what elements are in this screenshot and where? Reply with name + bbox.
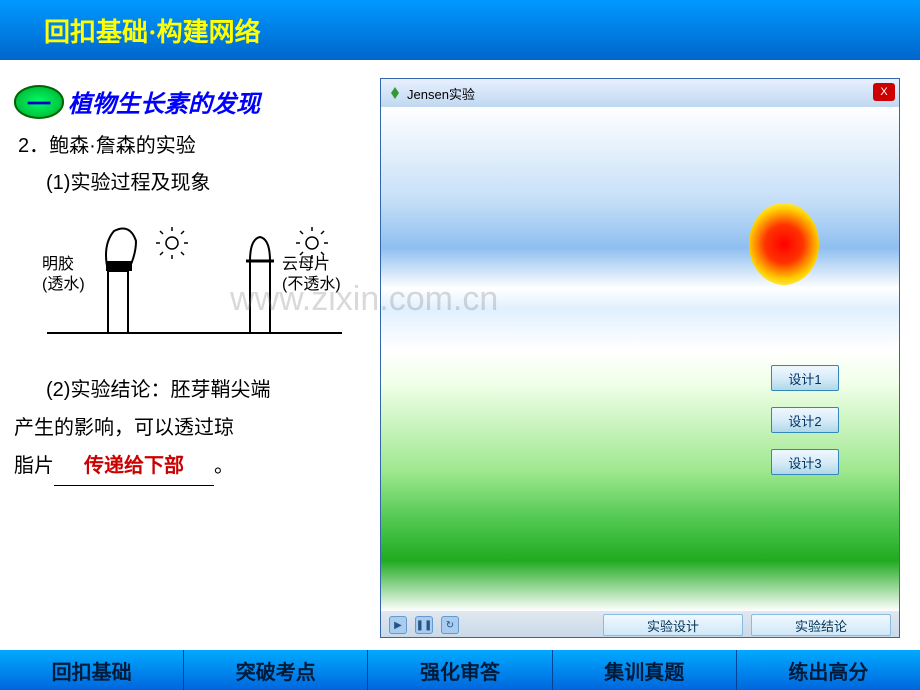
diagram-left-label2: (透水)	[42, 275, 85, 293]
design-button-1[interactable]: 设计1	[771, 365, 839, 391]
design-button-group: 设计1 设计2 设计3	[771, 365, 839, 475]
sub-item-1: (1)实验过程及现象	[46, 166, 366, 195]
sub2-prefix: (2)实验结论：	[46, 379, 170, 401]
diagram-right-label1: 云母片	[282, 255, 330, 273]
left-panel: 一 植物生长素的发现 2．鲍森·詹森的实验 (1)实验过程及现象	[0, 60, 380, 650]
item-title: 2．鲍森·詹森的实验	[18, 129, 366, 158]
conclusion-line3-pre: 脂片	[14, 455, 54, 477]
header-title: 回扣基础·构建网络	[44, 12, 261, 49]
conclusion-answer: 传递给下部	[84, 455, 184, 477]
design-button-3[interactable]: 设计3	[771, 449, 839, 475]
design-button-2[interactable]: 设计2	[771, 407, 839, 433]
tab-experiment-design[interactable]: 实验设计	[603, 614, 743, 636]
conclusion-line1: 胚芽鞘尖端	[170, 379, 270, 401]
diagram-svg: 明胶 (透水) 云母片 (不透水)	[32, 213, 352, 353]
footer-tab-3[interactable]: 集训真题	[552, 650, 736, 690]
section-header: 一 植物生长素的发现	[14, 84, 366, 119]
close-button[interactable]: X	[873, 83, 895, 101]
main-content: 一 植物生长素的发现 2．鲍森·詹森的实验 (1)实验过程及现象	[0, 60, 920, 650]
conclusion-block: (2)实验结论：胚芽鞘尖端 产生的影响，可以透过琼 脂片传递给下部。	[46, 371, 366, 486]
experiment-logo-icon: Jensen实验	[387, 84, 475, 103]
conclusion-period: 。	[214, 455, 234, 477]
experiment-bottombar: ▶ ❚❚ ↻ 实验设计 实验结论	[381, 611, 899, 638]
diagram-right-label2: (不透水)	[282, 275, 341, 293]
tab-experiment-conclusion[interactable]: 实验结论	[751, 614, 891, 636]
experiment-diagram: 明胶 (透水) 云母片 (不透水)	[32, 213, 352, 353]
experiment-title: Jensen实验	[407, 84, 475, 103]
footer-tab-4[interactable]: 练出高分	[736, 650, 920, 690]
reload-icon[interactable]: ↻	[441, 616, 459, 634]
conclusion-line2: 产生的影响，可以透过琼	[14, 417, 234, 439]
page-header: 回扣基础·构建网络	[0, 0, 920, 60]
item-name: 鲍森·詹森的实验	[49, 135, 196, 157]
experiment-window: Jensen实验 X 设计1 设计2 设计3 ▶ ❚❚ ↻ 实验设计 实验结论	[380, 78, 900, 638]
item-number: 2．	[18, 135, 49, 157]
footer-tab-0[interactable]: 回扣基础	[0, 650, 183, 690]
diagram-left-label1: 明胶	[42, 255, 74, 273]
play-icon[interactable]: ▶	[389, 616, 407, 634]
sun-icon	[749, 203, 819, 285]
pause-icon[interactable]: ❚❚	[415, 616, 433, 634]
experiment-titlebar: Jensen实验 X	[381, 79, 899, 107]
section-title: 植物生长素的发现	[68, 84, 260, 119]
experiment-canvas: 设计1 设计2 设计3	[381, 107, 899, 611]
right-panel: Jensen实验 X 设计1 设计2 设计3 ▶ ❚❚ ↻ 实验设计 实验结论	[380, 60, 920, 650]
section-badge: 一	[14, 85, 64, 119]
footer-nav: 回扣基础 突破考点 强化审答 集训真题 练出高分	[0, 650, 920, 690]
footer-tab-2[interactable]: 强化审答	[367, 650, 551, 690]
footer-tab-1[interactable]: 突破考点	[183, 650, 367, 690]
